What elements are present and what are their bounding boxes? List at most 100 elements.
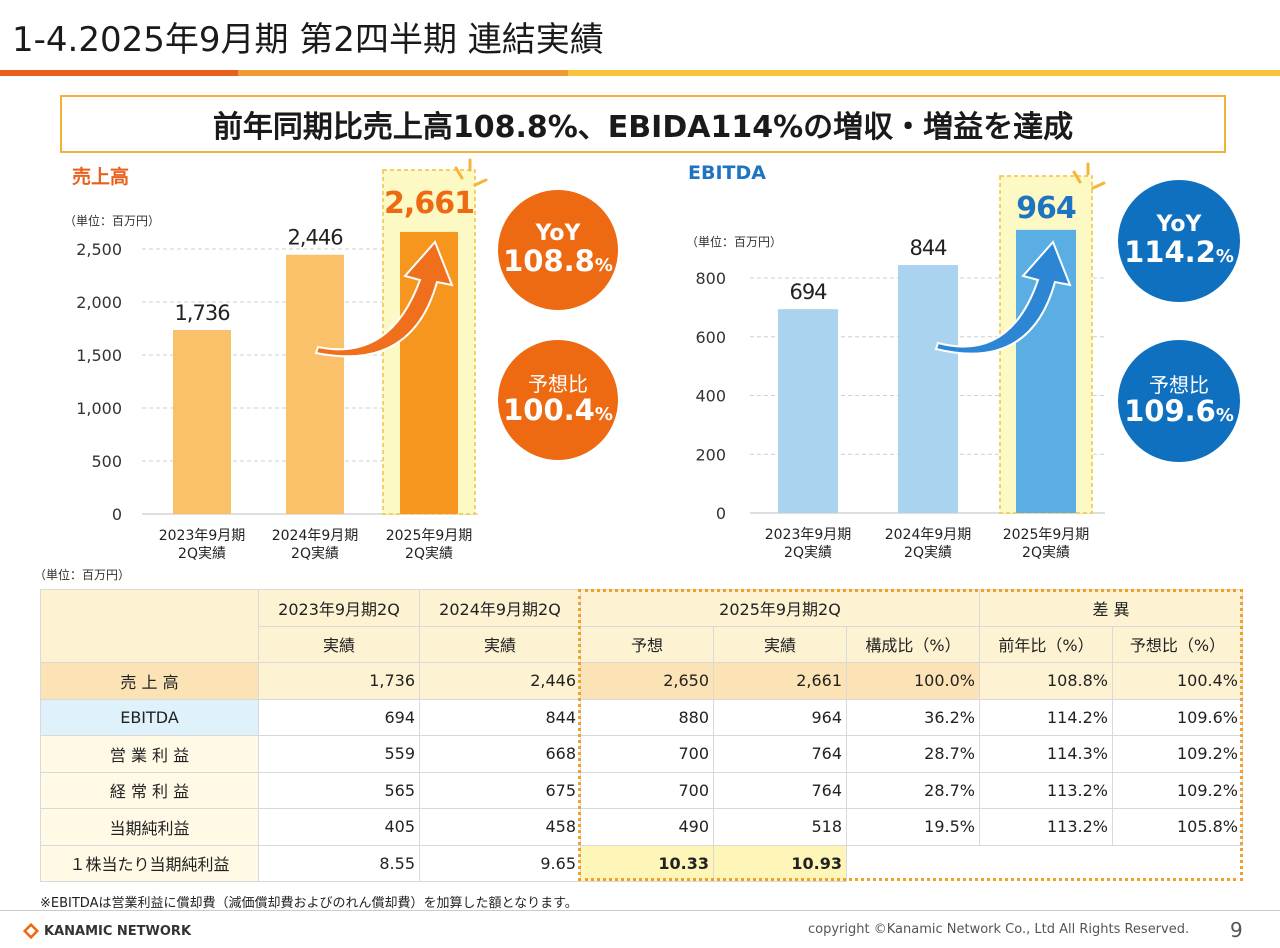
- table-cell: 668: [419, 735, 581, 773]
- title-underline: [0, 70, 1280, 76]
- table-cell: 844: [419, 698, 581, 736]
- ebitda-yoy-badge: YoY 114.2%: [1118, 180, 1240, 302]
- page-number: 9: [1230, 918, 1243, 942]
- row-label: １株当たり当期純利益: [40, 844, 259, 882]
- ebitda-growth-arrow: [934, 240, 1072, 355]
- table-cell: 114.2%: [979, 698, 1113, 736]
- table-cell: 880: [580, 698, 714, 736]
- page-title: 1-4.2025年9月期 第2四半期 連結実績: [12, 20, 604, 60]
- table-cell: 458: [419, 808, 581, 846]
- sales-chart-unit: （単位：百万円）: [64, 214, 161, 228]
- sales-category-label: 2023年9月期: [159, 528, 246, 544]
- ebitda-value-label: 694: [789, 280, 827, 304]
- sales-chart-label: 売上高: [72, 166, 130, 188]
- table-cell: 108.8%: [979, 662, 1113, 700]
- sales-y-tick: 500: [91, 452, 122, 471]
- ebitda-yoy-label: YoY: [1156, 211, 1202, 237]
- sales-yoy-unit: %: [594, 255, 613, 277]
- table-row: EBITDA 694 844 880 964 36.2% 114.2% 109.6%: [40, 698, 1243, 736]
- ebitda-category-label: 2Q実績: [784, 545, 832, 561]
- table-subheader-row: 実績 実績 予想 実績 構成比（%） 前年比（%） 予想比（%）: [41, 625, 1243, 663]
- sales-forecast-label: 予想比: [528, 372, 588, 397]
- sales-growth-arrow: [314, 240, 454, 358]
- sales-category-label: 2024年9月期: [272, 528, 359, 544]
- table-cell: 675: [419, 771, 581, 809]
- table-row: 売 上 高 1,736 2,446 2,650 2,661 100.0% 108.8% 100…: [40, 662, 1243, 700]
- table-subheader: 予想比（%）: [1112, 625, 1243, 663]
- row-label: 営 業 利 益: [40, 735, 259, 773]
- copyright: copyright ©Kanamic Network Co., Ltd All …: [808, 922, 1190, 937]
- company-logo: KANAMIC NETWORK: [22, 922, 191, 940]
- ebitda-category-label: 2025年9月期: [1003, 527, 1090, 543]
- sales-y-tick: 2,000: [76, 293, 122, 312]
- sales-y-tick: 1,000: [76, 399, 122, 418]
- table-cell: 10.93: [713, 844, 847, 882]
- sales-value-label: 2,446: [287, 226, 343, 250]
- sales-category-label: 2Q実績: [405, 546, 453, 562]
- table-cell: 964: [713, 698, 847, 736]
- footer-divider: [0, 910, 1280, 911]
- table-row: 経 常 利 益 565 675 700 764 28.7% 113.2% 109.2%: [40, 771, 1243, 809]
- table-group-header: 差 異: [979, 589, 1243, 627]
- ebitda-y-tick: 0: [716, 504, 726, 523]
- ebitda-chart-label: EBITDA: [688, 162, 766, 184]
- table-group-header: 2025年9月期2Q: [580, 589, 980, 627]
- sales-category-label: 2025年9月期: [386, 528, 473, 544]
- table-cell: 113.2%: [979, 808, 1113, 846]
- ebitda-forecast-badge: 予想比 109.6%: [1118, 340, 1240, 462]
- table-cell: 9.65: [419, 844, 581, 882]
- ebitda-forecast-value: 109.6: [1124, 394, 1216, 429]
- sales-value-label: 1,736: [174, 301, 230, 325]
- ebitda-category-label: 2023年9月期: [765, 527, 852, 543]
- table-cell: 559: [258, 735, 420, 773]
- table-subheader: 実績: [258, 625, 420, 663]
- sales-yoy-value: 108.8: [503, 244, 595, 279]
- logo-icon: [22, 922, 40, 940]
- table-cell: 109.2%: [1112, 771, 1243, 809]
- sales-y-tick: 1,500: [76, 346, 122, 365]
- table-cell: 405: [258, 808, 420, 846]
- sales-bar: [286, 254, 344, 514]
- headline-banner: 前年同期比売上高108.8%、EBIDA114%の増収・増益を達成: [60, 95, 1226, 153]
- table-cell: 109.2%: [1112, 735, 1243, 773]
- table-cell: 2,650: [580, 662, 714, 700]
- table-cell: 19.5%: [846, 808, 980, 846]
- table-subheader: 実績: [713, 625, 847, 663]
- table-cell: 518: [713, 808, 847, 846]
- table-empty-cell: [846, 845, 1243, 882]
- ebitda-yoy-value: 114.2: [1124, 235, 1216, 270]
- sales-category-label: 2Q実績: [178, 546, 226, 562]
- table-cell: 490: [580, 808, 714, 846]
- ebitda-y-tick: 200: [695, 445, 726, 464]
- table-subheader: 実績: [419, 625, 581, 663]
- table-cell: 10.33: [580, 844, 714, 882]
- table-cell: 2,661: [713, 662, 847, 700]
- table-cell: 105.8%: [1112, 808, 1243, 846]
- ebitda-category-label: 2Q実績: [1022, 545, 1070, 561]
- table-row: 営 業 利 益 559 668 700 764 28.7% 114.3% 109.2%: [40, 735, 1243, 773]
- ebitda-y-tick: 400: [695, 387, 726, 406]
- table-subheader: 前年比（%）: [979, 625, 1113, 663]
- table-cell: 700: [580, 771, 714, 809]
- sales-forecast-badge: 予想比 100.4%: [498, 340, 618, 460]
- table-cell: 114.3%: [979, 735, 1113, 773]
- row-label: 経 常 利 益: [40, 771, 259, 809]
- row-label: 当期純利益: [40, 808, 259, 846]
- table-cell: 28.7%: [846, 735, 980, 773]
- table-cell: 36.2%: [846, 698, 980, 736]
- table-row: １株当たり当期純利益 8.55 9.65 10.33 10.93: [40, 844, 1243, 882]
- ebitda-chart-unit: （単位：百万円）: [686, 235, 783, 249]
- table-cell: 700: [580, 735, 714, 773]
- table-cell: 764: [713, 735, 847, 773]
- charts-canvas: 2,500 2,000 1,500 1,000 500 0 1,736 2023年9月期 2Q実…: [76, 158, 1106, 562]
- table-subheader: 構成比（%）: [846, 625, 980, 663]
- sales-y-tick: 2,500: [76, 240, 122, 259]
- results-table: 2023年9月期2Q 2024年9月期2Q 2025年9月期2Q 差 異実績 実績 予想実…: [40, 589, 1243, 882]
- sales-y-tick: 0: [112, 505, 122, 524]
- ebitda-forecast-label: 予想比: [1149, 373, 1209, 398]
- table-cell: 113.2%: [979, 771, 1113, 809]
- ebitda-forecast-unit: %: [1215, 405, 1234, 427]
- table-cell: 100.4%: [1112, 662, 1243, 700]
- ebitda-value-label: 964: [1016, 191, 1076, 226]
- footnote: ※EBITDAは営業利益に償却費（減価償却費およびのれん償却費）を加算した額とな…: [40, 896, 578, 911]
